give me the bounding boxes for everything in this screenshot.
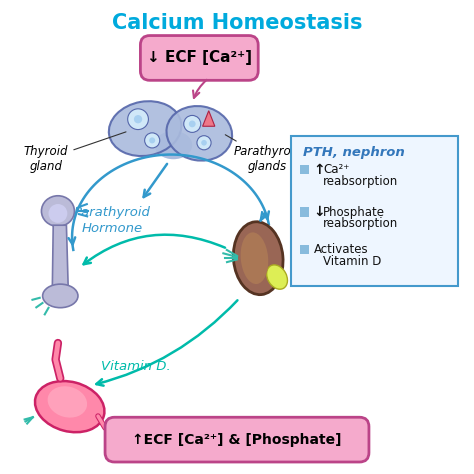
FancyBboxPatch shape [140, 36, 258, 80]
Ellipse shape [43, 284, 78, 308]
Bar [300, 245, 309, 255]
Ellipse shape [47, 386, 87, 418]
Text: Ca²⁺: Ca²⁺ [323, 163, 350, 176]
Circle shape [149, 137, 155, 144]
Polygon shape [52, 225, 68, 291]
Text: Parathyroid
Hormone: Parathyroid Hormone [73, 206, 151, 235]
Ellipse shape [41, 196, 74, 227]
Text: Activates: Activates [314, 243, 368, 256]
Text: reabsorption: reabsorption [323, 217, 399, 230]
Ellipse shape [48, 204, 67, 223]
Circle shape [128, 109, 148, 129]
Polygon shape [202, 111, 215, 126]
Text: Vitamin D: Vitamin D [323, 255, 382, 268]
Bar [300, 165, 309, 174]
Text: Phosphate: Phosphate [323, 206, 385, 219]
Text: Calcium Homeostasis: Calcium Homeostasis [112, 13, 362, 33]
Text: ↑: ↑ [314, 163, 326, 177]
Text: reabsorption: reabsorption [323, 175, 399, 188]
Circle shape [184, 116, 201, 132]
Circle shape [145, 133, 160, 148]
Circle shape [197, 136, 211, 150]
Ellipse shape [166, 106, 232, 161]
Bar [300, 207, 309, 217]
Text: ↑ECF [Ca²⁺] & [Phosphate]: ↑ECF [Ca²⁺] & [Phosphate] [132, 433, 342, 447]
FancyBboxPatch shape [105, 417, 369, 462]
Ellipse shape [109, 101, 182, 156]
Text: Vitamin D.: Vitamin D. [101, 360, 171, 373]
Circle shape [201, 140, 207, 146]
Ellipse shape [35, 381, 104, 432]
FancyBboxPatch shape [291, 136, 458, 286]
Text: ↓: ↓ [314, 205, 326, 219]
Text: PTH, nephron: PTH, nephron [303, 146, 405, 159]
Text: Parathyroid
glands: Parathyroid glands [225, 135, 302, 173]
Ellipse shape [155, 131, 192, 159]
Text: ↓ ECF [Ca²⁺]: ↓ ECF [Ca²⁺] [147, 50, 252, 65]
Ellipse shape [233, 222, 283, 295]
Ellipse shape [267, 265, 287, 289]
Circle shape [189, 120, 196, 128]
Text: Thyroid
gland: Thyroid gland [24, 132, 126, 173]
Ellipse shape [241, 232, 268, 284]
Circle shape [134, 115, 142, 123]
